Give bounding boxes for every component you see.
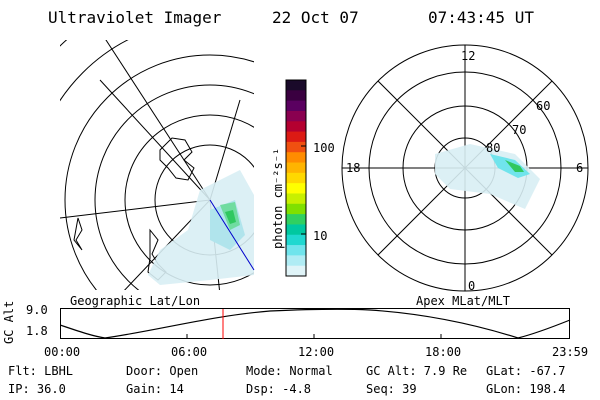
mlt-label-12: 12: [461, 49, 475, 63]
colorbar-tick-100: 100: [313, 141, 335, 155]
colorbar-segment: [286, 234, 306, 246]
ip-info: IP: 36.0: [8, 382, 66, 396]
dsp-info: Dsp: -4.8: [246, 382, 312, 396]
altitude-ylabel: GC Alt: [2, 300, 16, 344]
colorbar-segment: [286, 245, 306, 256]
xtick-1800: 18:00: [425, 345, 462, 359]
ytick-1-8: 1.8: [26, 324, 48, 338]
colorbar-segment: [286, 121, 306, 133]
xtick-0600: 06:00: [171, 345, 208, 359]
mlat-label-70: 70: [512, 123, 526, 137]
aurora-patch: [148, 170, 254, 285]
xtick-2359: 23:59: [552, 345, 589, 359]
xtick-1200: 12:00: [298, 345, 335, 359]
ytick-9: 9.0: [26, 303, 48, 317]
geographic-label: Geographic Lat/Lon: [70, 294, 201, 308]
seq-info: Seq: 39: [366, 382, 417, 396]
colorbar-segment: [286, 203, 306, 215]
gain-info: Gain: 14: [126, 382, 184, 396]
xtick-0000: 00:00: [44, 345, 81, 359]
mlt-label-18: 18: [346, 161, 360, 175]
polar-aurora: [435, 144, 540, 209]
polar-map: 12 18 6 0 60 70 80: [341, 44, 589, 293]
glon-info: GLon: 198.4: [486, 382, 566, 396]
filter-info: Flt: LBHL: [8, 364, 74, 378]
mlt-label-0: 0: [468, 279, 475, 293]
colorbar: photon cm⁻²s⁻¹: [271, 79, 307, 277]
instrument-title: Ultraviolet Imager: [48, 8, 222, 27]
mlat-label-60: 60: [536, 99, 550, 113]
door-info: Door: Open: [126, 364, 199, 378]
colorbar-segment: [286, 131, 306, 143]
header-time: 07:43:45 UT: [428, 8, 534, 27]
altitude-plot: [60, 308, 571, 339]
mlat-label-80: 80: [486, 141, 500, 155]
colorbar-segment: [286, 193, 306, 205]
colorbar-segment: [286, 183, 306, 194]
header-date: 22 Oct 07: [272, 8, 359, 27]
colorbar-segment: [286, 265, 306, 277]
colorbar-segment: [286, 214, 306, 225]
mlt-label-6: 6: [576, 161, 583, 175]
colorbar-segment: [286, 110, 306, 122]
colorbar-segment: [286, 224, 306, 236]
apex-label: Apex MLat/MLT: [416, 294, 510, 308]
colorbar-segment: [286, 162, 306, 174]
geographic-map: [60, 40, 255, 290]
gc-alt-info: GC Alt: 7.9 Re: [366, 364, 468, 378]
colorbar-segment: [286, 172, 306, 184]
colorbar-segment: [286, 141, 306, 153]
colorbar-tick-10: 10: [313, 229, 328, 243]
colorbar-segment: [286, 80, 306, 91]
colorbar-unit-label: photon cm⁻²s⁻¹: [271, 148, 285, 249]
colorbar-segment: [286, 152, 306, 164]
glat-info: GLat: -67.7: [486, 364, 566, 378]
mode-info: Mode: Normal: [246, 364, 333, 378]
colorbar-segment: [286, 100, 306, 112]
colorbar-segment: [286, 90, 306, 102]
colorbar-segment: [286, 255, 306, 267]
